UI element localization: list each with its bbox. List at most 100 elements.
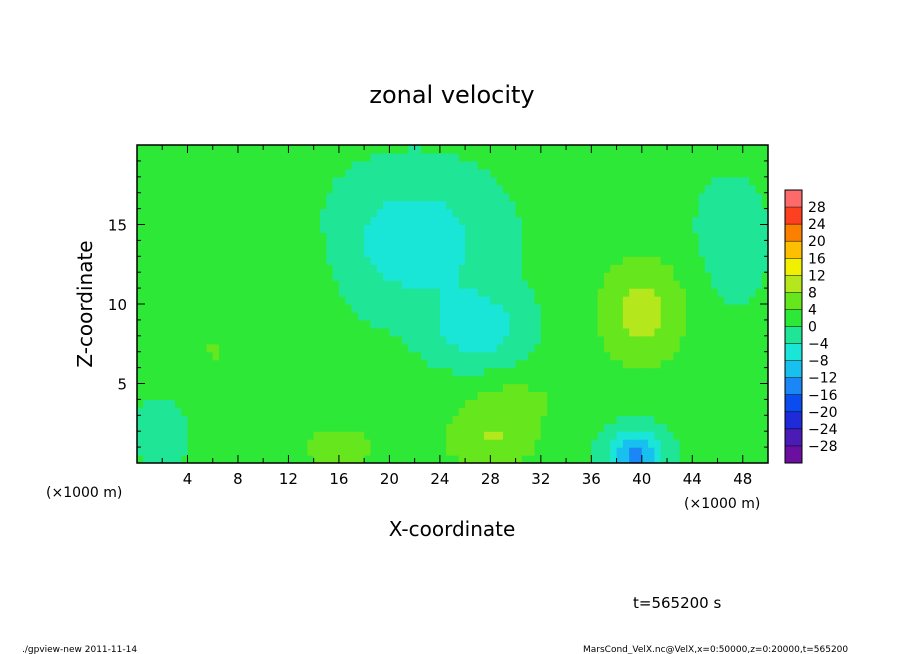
- heat-cell: [496, 160, 504, 170]
- heat-cell: [585, 216, 592, 226]
- heat-cell: [679, 272, 687, 281]
- heat-cell: [433, 455, 441, 463]
- heat-cell: [439, 256, 447, 265]
- heat-cell: [660, 264, 668, 273]
- heat-cell: [326, 375, 334, 385]
- heat-cell: [275, 343, 283, 353]
- heat-cell: [174, 192, 182, 202]
- heat-cell: [364, 383, 372, 393]
- heat-cell: [433, 439, 441, 448]
- heat-cell: [376, 256, 384, 265]
- heat-cell: [730, 343, 738, 353]
- heat-cell: [641, 272, 649, 281]
- heat-cell: [338, 232, 346, 241]
- heat-cell: [490, 176, 498, 186]
- heat-cell: [231, 351, 239, 361]
- heat-cell: [484, 399, 491, 408]
- heat-cell: [427, 145, 435, 154]
- heat-cell: [723, 200, 731, 210]
- heat-cell: [515, 192, 523, 202]
- heat-cell: [528, 343, 536, 353]
- heat-cell: [452, 391, 460, 400]
- heat-cell: [528, 288, 536, 297]
- heat-cell: [496, 327, 504, 337]
- heat-cell: [711, 264, 719, 273]
- heat-cell: [237, 200, 245, 210]
- heat-cell: [490, 447, 498, 456]
- heat-cell: [723, 399, 731, 408]
- heat-cell: [578, 399, 586, 408]
- heat-cell: [591, 264, 599, 273]
- heat-cell: [225, 192, 233, 202]
- heat-cell: [149, 152, 157, 162]
- heat-cell: [269, 216, 277, 226]
- heat-cell: [629, 375, 637, 385]
- heat-cell: [250, 184, 258, 194]
- heat-cell: [395, 152, 403, 162]
- heat-cell: [723, 455, 731, 463]
- heat-cell: [162, 152, 170, 162]
- heat-cell: [648, 367, 656, 377]
- heat-cell: [225, 351, 233, 361]
- heat-cell: [294, 145, 302, 154]
- heat-cell: [465, 176, 473, 186]
- heat-cell: [452, 216, 460, 226]
- heat-cell: [597, 439, 605, 448]
- heat-cell: [610, 152, 618, 162]
- heat-cell: [427, 343, 435, 353]
- heat-cell: [149, 439, 157, 448]
- heat-cell: [534, 407, 542, 416]
- heat-cell: [641, 311, 649, 321]
- heat-cell: [566, 359, 573, 369]
- heat-cell: [376, 383, 384, 393]
- heat-cell: [521, 351, 529, 361]
- heat-cell: [717, 240, 725, 249]
- heat-cell: [439, 399, 447, 408]
- heat-cell: [275, 327, 283, 337]
- heat-cell: [673, 296, 681, 305]
- heat-cell: [181, 168, 189, 178]
- heat-cell: [376, 431, 384, 440]
- heat-cell: [572, 145, 580, 154]
- heat-cell: [502, 264, 510, 273]
- heat-cell: [351, 399, 359, 408]
- heat-cell: [231, 383, 239, 393]
- heat-cell: [490, 383, 498, 393]
- heat-cell: [149, 224, 157, 234]
- heat-cell: [509, 232, 517, 241]
- heat-cell: [736, 343, 744, 353]
- heat-cell: [269, 375, 277, 385]
- heat-cell: [206, 351, 214, 361]
- heat-cell: [446, 431, 454, 440]
- heat-cell: [509, 455, 517, 463]
- heat-cell: [288, 280, 296, 289]
- heat-cell: [471, 431, 479, 440]
- heat-cell: [244, 216, 252, 226]
- heat-cell: [641, 152, 649, 162]
- heat-cell: [465, 224, 473, 234]
- heat-cell: [528, 208, 536, 218]
- heat-cell: [566, 224, 573, 234]
- heat-cell: [389, 152, 397, 162]
- heat-cell: [736, 447, 744, 456]
- heat-cell: [673, 208, 681, 218]
- heat-cell: [610, 208, 618, 218]
- heat-cell: [648, 296, 656, 305]
- heat-cell: [351, 343, 359, 353]
- heat-cell: [200, 296, 208, 305]
- heat-cell: [610, 288, 618, 297]
- heat-cell: [446, 327, 454, 337]
- heat-cell: [742, 359, 750, 369]
- heat-cell: [597, 256, 605, 265]
- heat-cell: [597, 455, 605, 463]
- heat-cell: [603, 407, 611, 416]
- heat-cell: [263, 240, 271, 249]
- heat-cell: [212, 439, 220, 448]
- heat-cell: [155, 439, 163, 448]
- heat-cell: [660, 256, 668, 265]
- heat-cell: [591, 343, 599, 353]
- heat-cell: [553, 288, 561, 297]
- heat-cell: [534, 264, 542, 273]
- heat-cell: [761, 264, 768, 273]
